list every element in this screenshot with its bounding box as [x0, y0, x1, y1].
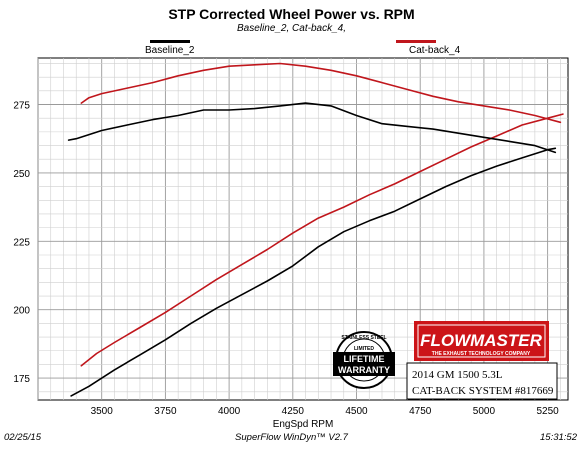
vehicle-box	[406, 362, 558, 400]
warranty-line2: WARRANTY	[338, 365, 390, 375]
series-line-cat-back-4-power	[80, 113, 564, 367]
x-tick-label: 3500	[91, 406, 114, 417]
series-line-cat-back-4-torque	[80, 62, 562, 124]
series-line-baseline-2-power	[70, 147, 557, 397]
warranty-text-mid: LIMITED	[354, 346, 374, 352]
brand-tagline: THE EXHAUST TECHNOLOGY COMPANY	[432, 351, 531, 357]
warranty-line1: LIFETIME	[344, 354, 385, 364]
footer-time: 15:31:52	[540, 432, 577, 443]
legend-swatch-baseline	[150, 40, 190, 43]
y-tick-label: 275	[13, 101, 30, 112]
y-tick-label: 175	[13, 374, 30, 385]
vehicle-line2: CAT-BACK SYSTEM #817669	[412, 385, 554, 397]
y-tick-label: 200	[13, 306, 30, 317]
x-tick-label: 4000	[218, 406, 241, 417]
x-tick-label: 4250	[282, 406, 305, 417]
x-tick-label: 5250	[536, 406, 559, 417]
vehicle-line1: 2014 GM 1500 5.3L	[412, 369, 503, 381]
x-tick-label: 5000	[473, 406, 496, 417]
legend-swatch-catback	[396, 40, 436, 43]
x-tick-label: 4750	[409, 406, 432, 417]
footer-software: SuperFlow WinDyn™ V2.7	[235, 432, 348, 443]
legend-label-baseline: Baseline_2	[145, 45, 195, 56]
warranty-badge: STAINLESS STEEL LIMITED LIFETIME WARRANT…	[333, 331, 395, 389]
y-tick-label: 225	[13, 237, 30, 248]
y-tick-label: 250	[13, 169, 30, 180]
chart-subtitle: Baseline_2, Cat-back_4,	[237, 23, 346, 34]
warranty-text-top: STAINLESS STEEL	[341, 335, 386, 341]
footer-date: 02/25/15	[4, 432, 41, 443]
legend-label-catback: Cat-back_4	[409, 45, 461, 56]
x-axis-label: EngSpd RPM	[273, 419, 334, 430]
chart-title: STP Corrected Wheel Power vs. RPM	[168, 6, 415, 22]
series-line-baseline-2-torque	[67, 102, 557, 154]
flowmaster-logo: FLOWMASTER THE EXHAUST TECHNOLOGY COMPAN…	[414, 321, 549, 361]
x-tick-label: 4500	[345, 406, 368, 417]
brand-name: FLOWMASTER	[420, 331, 543, 350]
x-tick-label: 3750	[154, 406, 177, 417]
